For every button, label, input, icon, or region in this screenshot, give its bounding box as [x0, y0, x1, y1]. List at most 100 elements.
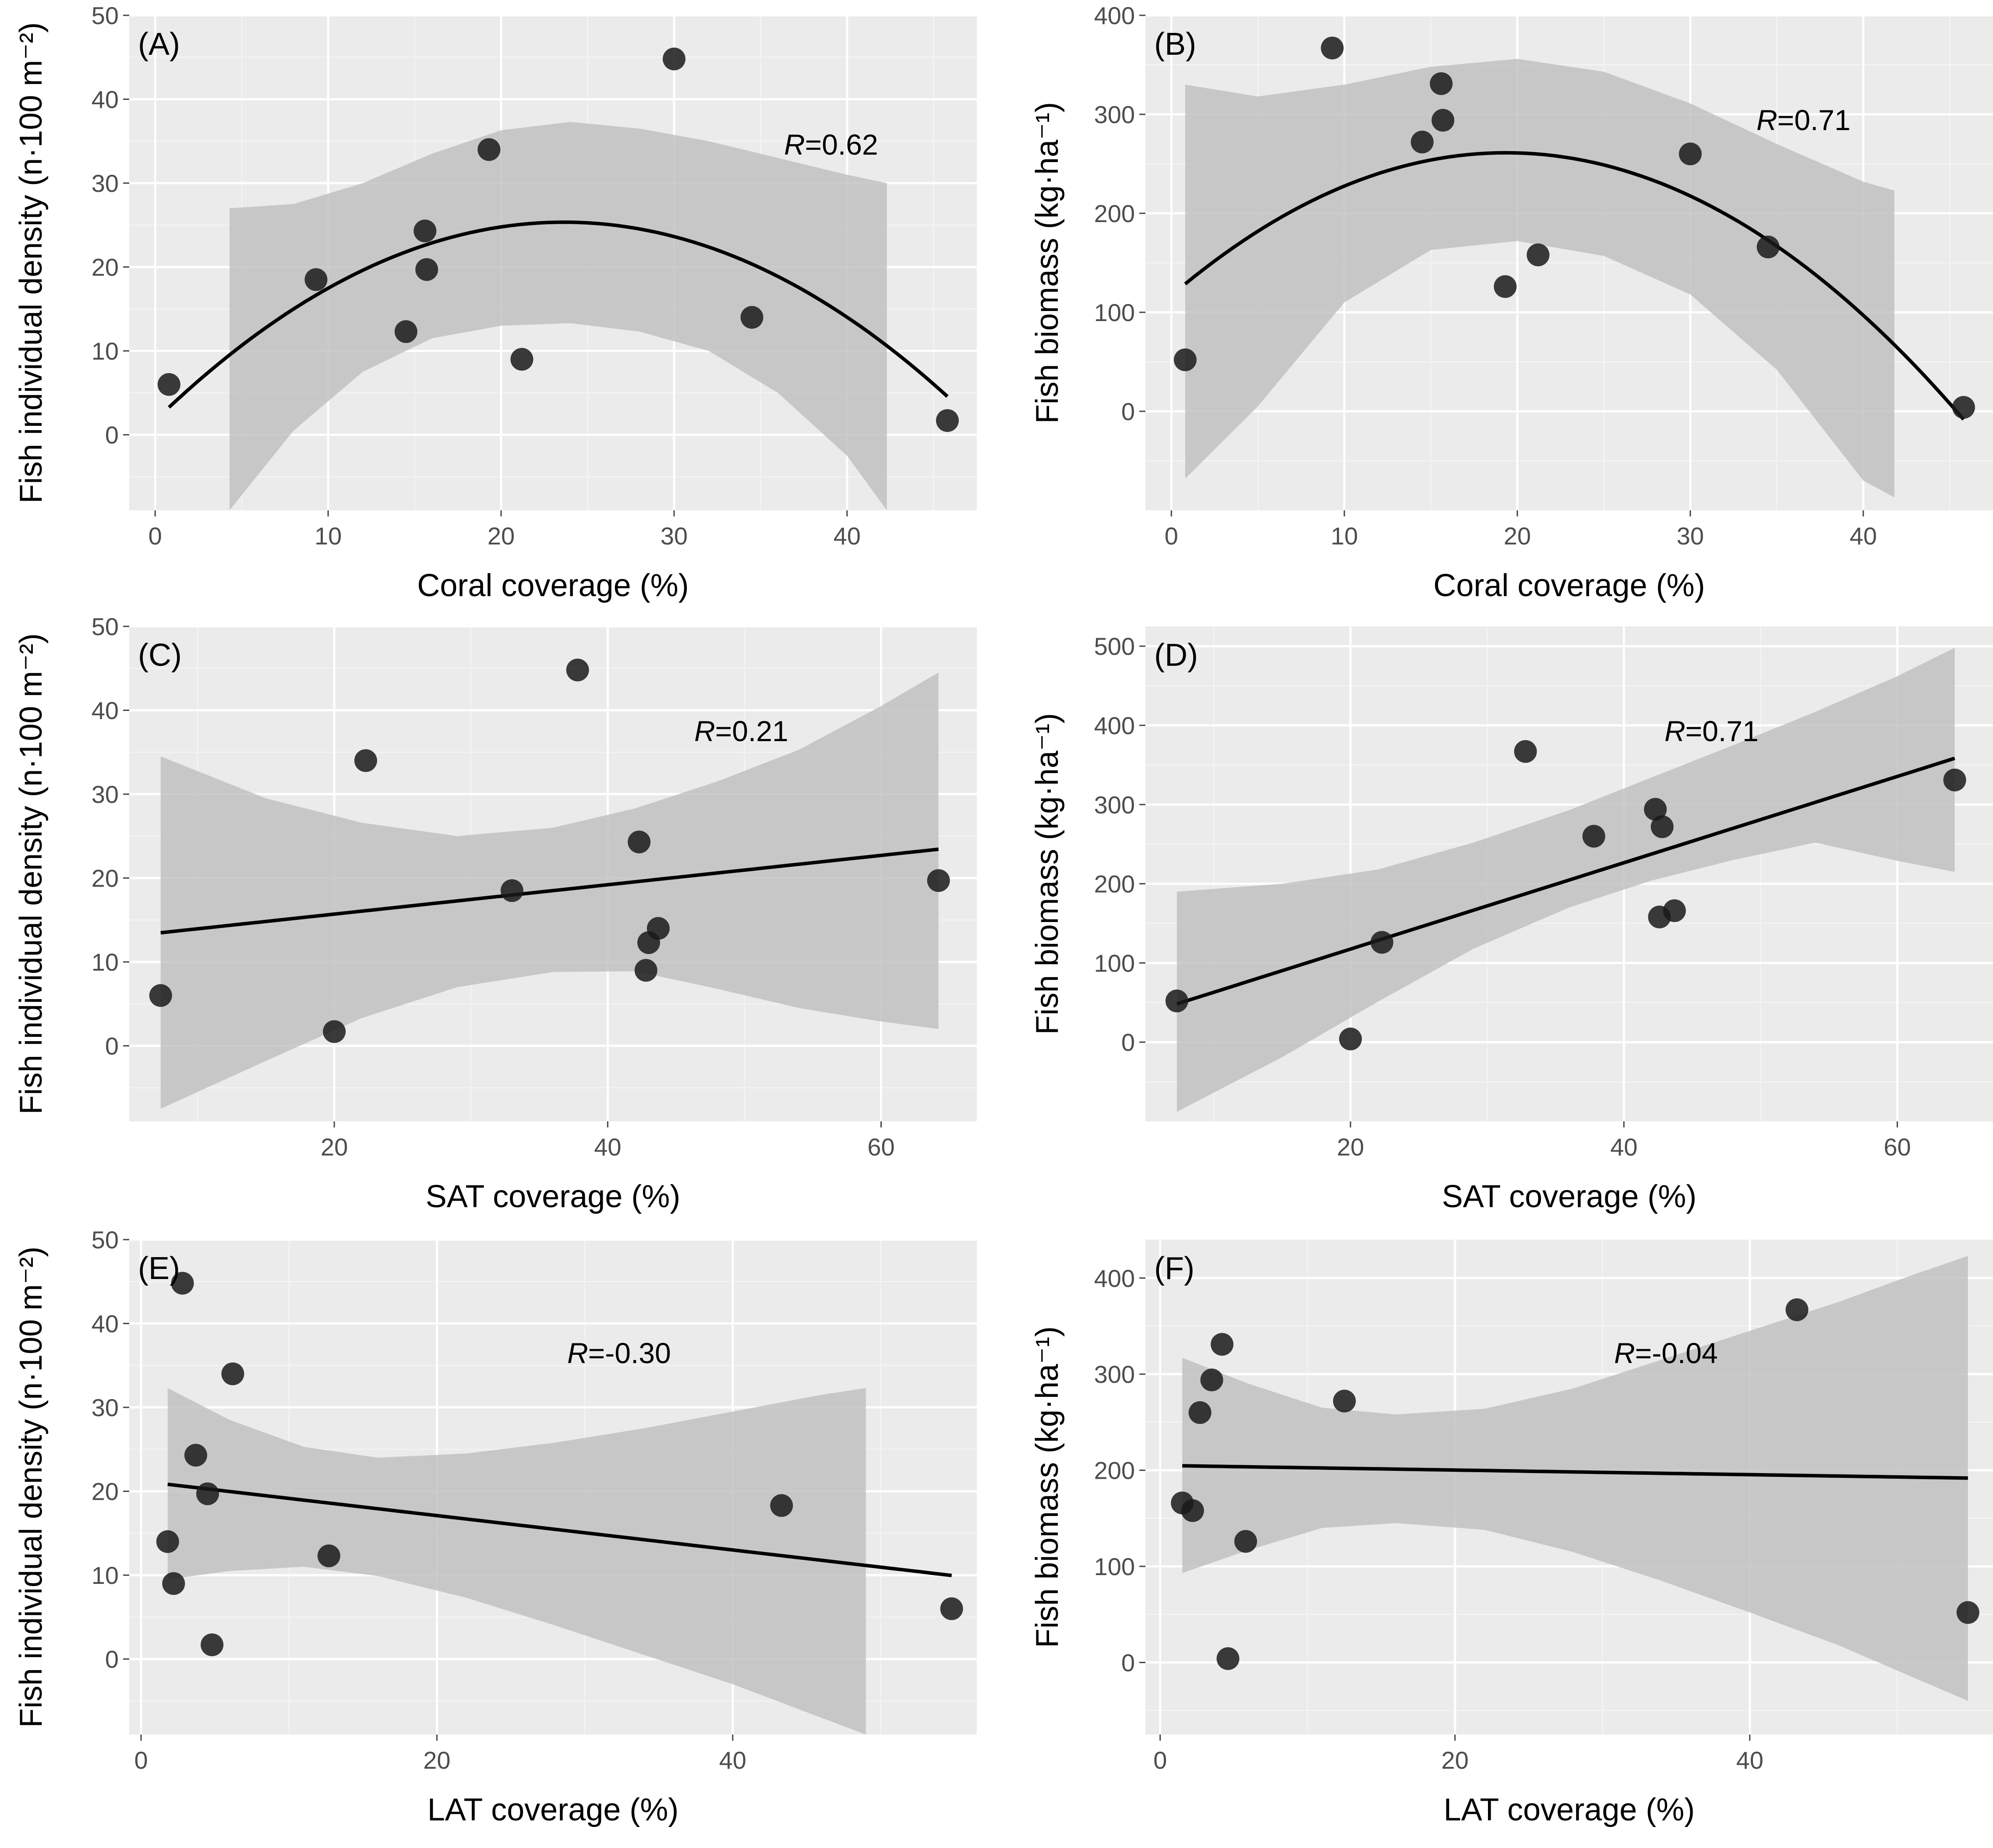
- data-point: [201, 1633, 224, 1657]
- data-point: [634, 959, 657, 982]
- fit-line: [168, 220, 949, 409]
- correlation-symbol: R: [694, 715, 715, 747]
- data-point: [936, 409, 959, 432]
- data-point: [1430, 72, 1453, 95]
- panel-a: 0 10 20 30 40 0 10 20 30 40 50 Coral coverage (%) Fi…: [14, 2, 977, 603]
- data-point: [1494, 275, 1517, 298]
- data-point: [647, 917, 670, 940]
- data-point: [1527, 243, 1550, 266]
- correlation-value: =0.62: [805, 128, 878, 161]
- y-tick-label: 30: [92, 1394, 119, 1421]
- x-tick-label: 40: [1850, 522, 1877, 550]
- data-point: [171, 1272, 194, 1295]
- y-tick-label: 10: [92, 1562, 119, 1589]
- data-point: [196, 1482, 219, 1505]
- y-tick-label: 40: [92, 86, 119, 113]
- correlation-value: =0.71: [1686, 715, 1759, 747]
- y-axis-title: Fish biomass (kg·ha⁻¹): [1030, 1326, 1065, 1648]
- data-point: [1370, 931, 1393, 954]
- data-point: [1210, 1333, 1233, 1356]
- data-point: [394, 320, 417, 343]
- correlation-label: R=0.21: [694, 715, 788, 747]
- data-point: [1785, 1298, 1809, 1322]
- x-axis-title: SAT coverage (%): [426, 1179, 681, 1214]
- y-tick-label: 20: [92, 865, 119, 892]
- y-tick-label: 40: [92, 1310, 119, 1338]
- panel-c: 20 40 60 0 10 20 30 40 50 SAT coverage (%) Fish in…: [14, 613, 977, 1214]
- x-tick-label: 0: [1153, 1746, 1167, 1774]
- data-point: [1956, 1601, 1979, 1624]
- confidence-band: [230, 122, 887, 510]
- y-tick-label: 200: [1094, 200, 1135, 227]
- panel-d: 20 40 60 0 100 200 300 400 500 SAT coverage (%) Fi…: [1030, 626, 1993, 1214]
- panel-label: (A): [138, 27, 180, 62]
- y-tick-label: 0: [1121, 398, 1135, 425]
- y-tick-label: 40: [92, 697, 119, 724]
- data-point: [354, 749, 377, 772]
- correlation-label: R=-0.30: [567, 1337, 671, 1369]
- x-tick-label: 10: [1331, 522, 1358, 550]
- data-point: [500, 879, 523, 902]
- confidence-band: [1182, 1256, 1968, 1701]
- panel-label: (F): [1154, 1251, 1194, 1286]
- data-point: [1644, 798, 1667, 821]
- x-tick-label: 40: [594, 1133, 621, 1161]
- data-point: [1943, 768, 1966, 791]
- x-axis-title: LAT coverage (%): [428, 1792, 679, 1827]
- x-axis-title: Coral coverage (%): [417, 568, 689, 603]
- data-point: [1216, 1647, 1240, 1670]
- y-tick-label: 400: [1094, 712, 1135, 739]
- data-point: [415, 258, 438, 281]
- data-point: [628, 830, 651, 854]
- fit-line: [1182, 1464, 1968, 1480]
- data-point: [740, 306, 763, 329]
- data-point: [1514, 740, 1537, 763]
- y-tick-label: 50: [92, 1226, 119, 1254]
- y-axis-title: Fish individual density (n·100 m⁻²): [14, 1247, 49, 1728]
- data-point: [1431, 109, 1455, 132]
- x-axis-title: LAT coverage (%): [1444, 1792, 1695, 1827]
- data-point: [510, 348, 534, 371]
- y-tick-label: 20: [92, 1478, 119, 1505]
- data-point: [927, 869, 950, 892]
- data-point: [1188, 1401, 1212, 1424]
- y-tick-label: 300: [1094, 101, 1135, 128]
- y-tick-label: 300: [1094, 1360, 1135, 1388]
- x-tick-label: 0: [148, 522, 162, 550]
- y-tick-label: 100: [1094, 949, 1135, 977]
- correlation-symbol: R: [1756, 104, 1777, 136]
- x-tick-label: 10: [314, 522, 342, 550]
- y-tick-label: 500: [1094, 632, 1135, 660]
- data-point: [1952, 396, 1975, 419]
- data-point: [477, 138, 501, 161]
- correlation-symbol: R: [567, 1337, 588, 1369]
- y-axis-title: Fish biomass (kg·ha⁻¹): [1030, 713, 1065, 1035]
- correlation-symbol: R: [1664, 715, 1686, 747]
- x-tick-label: 60: [867, 1133, 894, 1161]
- data-point: [149, 984, 172, 1007]
- y-axis-title: Fish individual density (n·100 m⁻²): [14, 633, 49, 1114]
- data-point: [770, 1494, 793, 1517]
- data-point: [162, 1572, 185, 1595]
- panel-label: (D): [1154, 638, 1198, 673]
- x-axis-title: Coral coverage (%): [1433, 568, 1705, 603]
- data-point: [566, 658, 589, 682]
- panel-label: (B): [1154, 27, 1196, 62]
- data-point: [221, 1362, 244, 1385]
- data-point: [157, 373, 180, 396]
- y-tick-label: 10: [92, 948, 119, 976]
- y-tick-label: 0: [105, 1032, 119, 1060]
- y-tick-label: 30: [92, 170, 119, 197]
- data-point: [1200, 1368, 1223, 1392]
- data-point: [1321, 36, 1344, 60]
- data-point: [156, 1530, 179, 1553]
- x-tick-label: 0: [134, 1746, 148, 1774]
- data-point: [1663, 899, 1686, 922]
- data-point: [1756, 235, 1780, 258]
- correlation-label: R=0.71: [1664, 715, 1759, 747]
- x-tick-label: 40: [1610, 1133, 1637, 1161]
- x-tick-label: 20: [1442, 1746, 1469, 1774]
- x-axis-title: SAT coverage (%): [1442, 1179, 1697, 1214]
- panel-label: (C): [138, 638, 182, 673]
